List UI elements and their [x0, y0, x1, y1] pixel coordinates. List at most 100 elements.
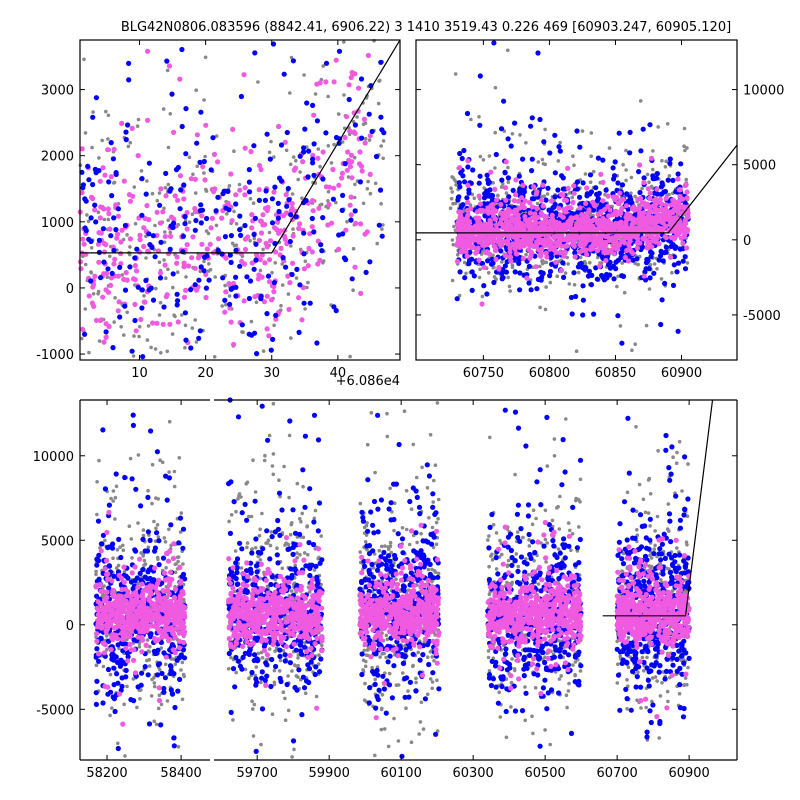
- top-right-point-blue: [654, 191, 661, 197]
- top-right-point-blue: [619, 182, 626, 188]
- top-left-point-blue: [110, 345, 116, 351]
- top-left-point-pink: [309, 249, 315, 255]
- top-left-point-pink: [119, 120, 125, 126]
- top-left-point-blue: [352, 208, 358, 214]
- bottom-point-gray: [136, 521, 140, 525]
- top-left-point-pink: [342, 134, 348, 141]
- top-right-point-gray: [682, 144, 686, 148]
- top-right-point-pink: [548, 198, 555, 204]
- bottom-point-blue: [111, 696, 117, 702]
- top-left-point-blue: [182, 310, 188, 316]
- top-left-point-blue: [213, 208, 219, 214]
- top-left-point-gray: [342, 93, 346, 97]
- bottom-ytick-label: 5000: [41, 534, 74, 549]
- bottom-point-gray: [123, 754, 127, 758]
- top-left-point-pink: [264, 207, 270, 214]
- top-right-point-gray: [558, 140, 562, 145]
- top-right-point-pink: [680, 240, 686, 246]
- bottom-point-gray: [182, 674, 186, 679]
- top-right-point-gray: [607, 146, 612, 150]
- top-left-point-pink: [88, 194, 95, 200]
- bottom-point-gray: [177, 456, 182, 460]
- top-right-point-blue: [489, 193, 496, 199]
- top-right-point-blue: [511, 120, 518, 126]
- top-right-point-pink: [647, 190, 653, 196]
- top-right-point-blue: [627, 150, 633, 156]
- top-left-point-gray: [248, 238, 252, 243]
- top-left-point-gray: [237, 182, 242, 187]
- top-right-point-pink: [454, 242, 460, 248]
- top-left-point-blue: [199, 207, 206, 213]
- top-right-point-blue: [455, 197, 461, 203]
- top-right-point-blue: [499, 276, 505, 282]
- top-right-point-blue: [667, 156, 673, 162]
- top-left-point-blue: [247, 278, 254, 284]
- top-left-point-pink: [297, 221, 303, 227]
- top-right-point-pink: [583, 200, 589, 206]
- top-left-point-blue: [339, 207, 345, 213]
- top-left-point-gray: [261, 247, 265, 252]
- top-left-point-gray: [376, 101, 381, 106]
- top-left-point-gray: [187, 155, 192, 160]
- top-left-point-blue: [193, 217, 199, 224]
- top-left-point-pink: [98, 230, 104, 236]
- top-left-point-gray: [122, 333, 126, 337]
- top-right-point-gray: [478, 154, 483, 159]
- top-left-point-pink: [145, 117, 151, 123]
- top-right-point-gray: [538, 305, 542, 310]
- top-left-point-pink: [276, 230, 282, 236]
- top-left-point-pink: [216, 236, 222, 242]
- top-left-point-blue: [270, 336, 276, 342]
- top-right-point-pink: [571, 243, 577, 249]
- top-left-point-pink: [290, 233, 296, 239]
- top-right-point-gray: [541, 162, 546, 166]
- top-right-point-blue: [526, 263, 533, 269]
- top-left-point-blue: [305, 174, 311, 180]
- bottom-point-blue: [149, 578, 155, 584]
- top-left-point-blue: [244, 274, 250, 280]
- top-right-point-blue: [615, 313, 621, 319]
- bottom-point-blue: [130, 422, 136, 428]
- top-right-point-pink: [640, 211, 646, 217]
- top-left-point-blue: [183, 151, 189, 157]
- top-left-point-blue: [258, 293, 264, 299]
- top-left-point-blue: [135, 284, 141, 290]
- top-left-point-pink: [215, 159, 221, 165]
- top-right-point-pink: [574, 221, 581, 227]
- top-left-point-blue: [158, 239, 164, 245]
- top-right-point-pink: [618, 222, 624, 228]
- top-left-point-blue: [222, 234, 228, 240]
- top-left-point-pink: [108, 174, 114, 180]
- top-right-point-blue: [660, 258, 666, 264]
- top-right-point-gray: [450, 175, 454, 179]
- top-left-point-gray: [112, 320, 116, 324]
- top-left-point-pink: [192, 176, 198, 182]
- top-right-point-gray: [567, 282, 572, 286]
- top-left-point-pink: [91, 303, 97, 309]
- top-right-point-blue: [647, 122, 653, 128]
- top-right-point-pink: [577, 205, 583, 211]
- top-right-point-pink: [480, 242, 486, 248]
- top-right-point-gray: [683, 148, 687, 153]
- top-right-point-gray: [667, 192, 671, 197]
- top-left-point-blue: [188, 345, 194, 351]
- top-right-point-blue: [674, 269, 680, 275]
- top-left-point-gray: [291, 227, 295, 231]
- top-left-point-blue: [340, 231, 346, 237]
- bottom-point-pink: [94, 624, 100, 630]
- top-left-point-gray: [291, 155, 296, 159]
- top-right-point-gray: [449, 196, 454, 201]
- top-left-point-pink: [309, 198, 316, 204]
- top-right-point-gray: [542, 194, 546, 198]
- top-right-point-gray: [556, 159, 561, 163]
- top-right-point-blue: [485, 177, 491, 183]
- top-right-point-blue: [498, 126, 505, 132]
- bottom-point-gray: [146, 488, 150, 493]
- top-right-point-pink: [540, 203, 546, 209]
- bottom-point-blue: [116, 536, 122, 543]
- top-right-point-blue: [626, 198, 632, 204]
- top-right-point-gray: [589, 154, 593, 158]
- top-right-point-gray: [644, 323, 649, 328]
- top-left-ytick-label: 3000: [41, 84, 74, 99]
- top-right-point-pink: [527, 242, 533, 248]
